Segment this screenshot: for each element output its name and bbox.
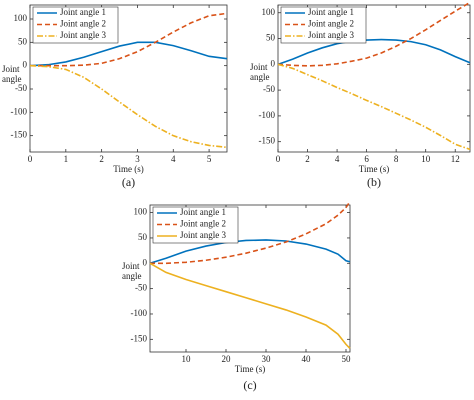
caption: (c)	[243, 378, 256, 392]
series-line	[149, 239, 351, 265]
y-tick-label: -100	[11, 106, 28, 116]
x-tick-label: 10	[182, 354, 192, 364]
y-axis-label: Joint angle	[122, 261, 142, 282]
y-tick-label: 0	[23, 60, 28, 70]
series-line	[29, 64, 228, 149]
legend-label: Joint angle 1	[180, 207, 226, 217]
y-tick-label: 100	[134, 207, 148, 217]
x-tick-label: 20	[222, 354, 232, 364]
x-tick-label: 4	[171, 154, 176, 164]
series-line	[277, 63, 471, 151]
series-line	[150, 201, 351, 265]
x-tick-label: 0	[276, 154, 281, 164]
legend-label: Joint angle 1	[308, 7, 354, 17]
y-tick-label: 100	[14, 13, 28, 23]
y-tick-label: 0	[271, 58, 276, 68]
y-tick-label: -50	[15, 83, 27, 93]
series-line	[277, 38, 471, 66]
y-axis-label: Joint angle	[250, 62, 270, 83]
y-tick-label: 0	[143, 257, 148, 267]
legend-label: Joint angle 2	[180, 219, 226, 229]
caption: (a)	[122, 175, 135, 189]
series-line	[277, 1, 471, 67]
y-tick-label: -100	[259, 110, 276, 120]
x-tick-label: 10	[421, 154, 431, 164]
series-line	[29, 41, 228, 67]
x-tick-label: 40	[302, 354, 312, 364]
legend-label: Joint angle 2	[308, 19, 354, 29]
y-tick-label: -150	[131, 333, 148, 343]
x-axis-label: Time (s)	[359, 164, 389, 174]
y-tick-label: -50	[263, 84, 275, 94]
y-tick-label: -50	[135, 283, 147, 293]
x-tick-label: 4	[335, 154, 340, 164]
y-tick-label: 50	[18, 36, 28, 46]
x-tick-label: 2	[305, 154, 310, 164]
x-tick-label: 30	[262, 354, 272, 364]
x-axis-label: Time (s)	[113, 164, 143, 174]
x-tick-label: 6	[364, 154, 369, 164]
y-axis-label: Joint angle	[2, 63, 22, 84]
legend-label: Joint angle 3	[308, 30, 354, 40]
x-tick-label: 50	[342, 354, 352, 364]
x-tick-label: 2	[99, 154, 104, 164]
legend-label: Joint angle 3	[180, 230, 226, 240]
series-line	[149, 262, 351, 350]
series-line	[30, 12, 228, 67]
y-tick-label: -150	[259, 136, 276, 146]
caption: (b)	[367, 175, 381, 189]
legend-label: Joint angle 3	[60, 30, 106, 40]
y-tick-label: 100	[262, 7, 276, 17]
x-tick-label: 1	[64, 154, 69, 164]
y-tick-label: -150	[11, 130, 28, 140]
x-tick-label: 0	[28, 154, 33, 164]
y-tick-label: 50	[266, 33, 276, 43]
legend-label: Joint angle 1	[60, 7, 106, 17]
y-tick-label: -100	[131, 308, 148, 318]
x-tick-label: 12	[451, 154, 460, 164]
x-tick-label: 5	[207, 154, 212, 164]
x-tick-label: 3	[135, 154, 140, 164]
legend-label: Joint angle 2	[60, 19, 106, 29]
y-tick-label: 50	[138, 232, 148, 242]
x-axis-label: Time (s)	[235, 364, 265, 374]
x-tick-label: 8	[394, 154, 399, 164]
